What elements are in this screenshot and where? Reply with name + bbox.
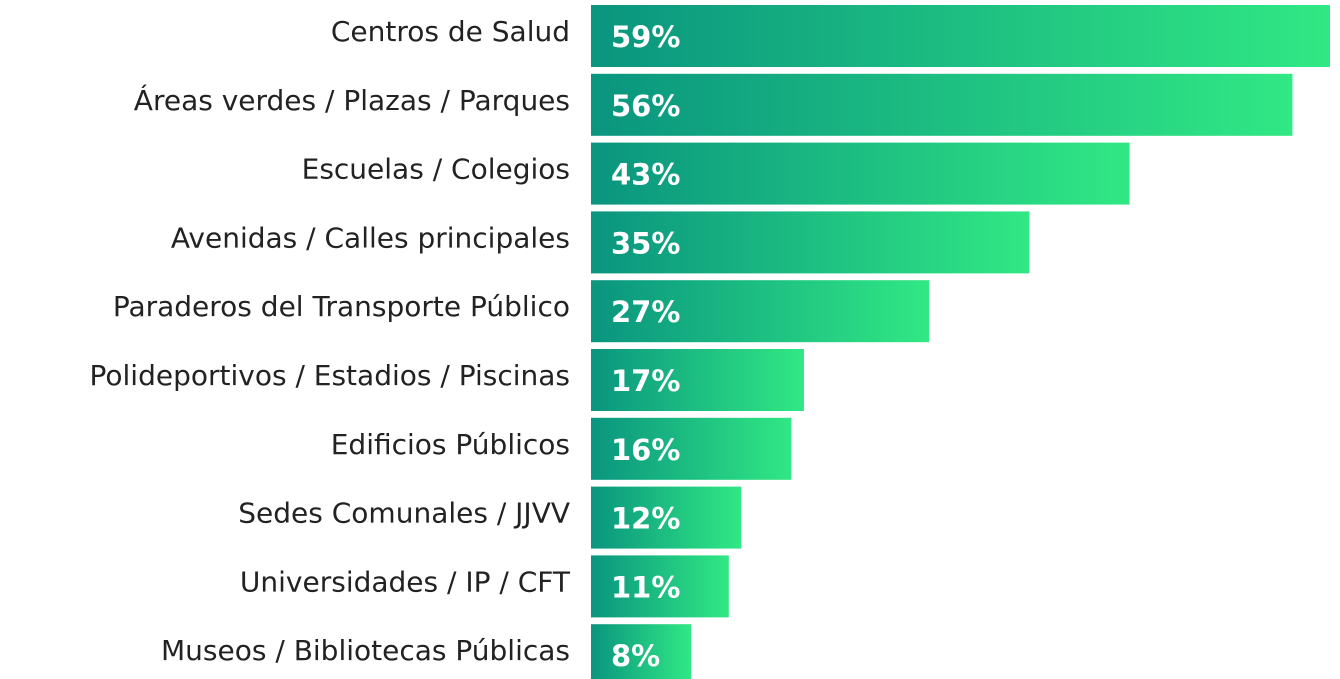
bar: [591, 73, 1293, 136]
category-label: Universidades / IP / CFT: [240, 565, 571, 598]
bar: [591, 349, 804, 411]
bar: [591, 624, 692, 679]
bar: [591, 280, 930, 343]
value-label: 16%: [611, 433, 680, 467]
bar: [591, 211, 1030, 274]
category-label: Centros de Salud: [331, 15, 570, 48]
category-label: Avenidas / Calles principales: [171, 221, 570, 254]
category-label: Sedes Comunales / JJVV: [238, 497, 570, 530]
bar: [591, 417, 792, 480]
value-label: 27%: [611, 295, 680, 329]
bar: [591, 486, 742, 549]
value-label: 11%: [611, 570, 680, 604]
value-label: 17%: [611, 364, 680, 398]
value-label: 59%: [611, 20, 680, 54]
category-label: Áreas verdes / Plazas / Parques: [134, 83, 570, 117]
category-label: Museos / Bibliotecas Públicas: [161, 634, 570, 667]
value-label: 8%: [611, 639, 660, 673]
category-label: Edificios Públicos: [331, 428, 570, 461]
value-label: 35%: [611, 226, 680, 260]
value-label: 43%: [611, 158, 680, 192]
bar: [591, 142, 1130, 205]
category-label: Escuelas / Colegios: [302, 153, 570, 186]
bar: [591, 555, 729, 618]
value-label: 56%: [611, 89, 680, 123]
value-label: 12%: [611, 502, 680, 536]
category-label: Paraderos del Transporte Público: [113, 290, 570, 323]
bar: [591, 5, 1330, 67]
category-label: Polideportivos / Estadios / Piscinas: [90, 359, 571, 392]
